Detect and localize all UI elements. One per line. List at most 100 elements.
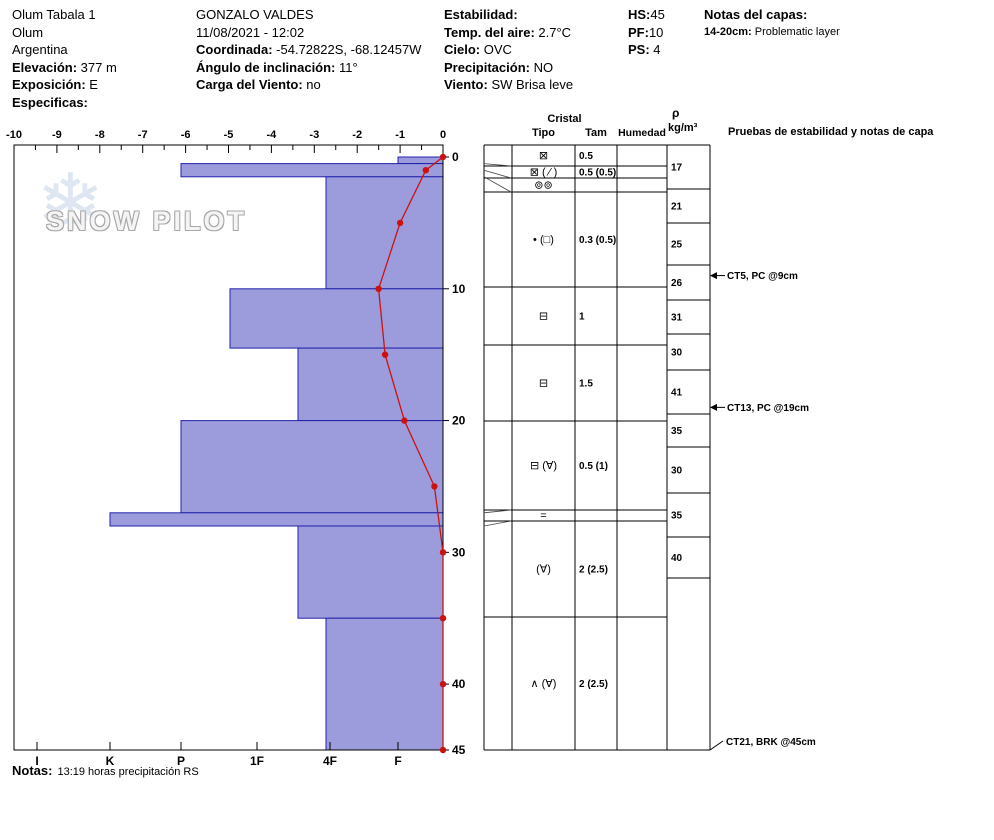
- header-line: Temp. del aire: 2.7°C: [444, 24, 572, 40]
- header-line: Elevación: 377 m: [12, 59, 117, 75]
- hardness-axis-label: 1F: [250, 754, 264, 768]
- crystal-type: ⊟: [539, 311, 548, 323]
- density-value: 25: [671, 240, 683, 251]
- crystal-rows: ⊠ 0.5 ⊠ ( ⁄ ) 0.5 (0.5) ⊚⊚ • (□) 0.3 (0.5) ⊟ 1 ⊟ 1…: [530, 150, 617, 690]
- layer-connectors: [483, 163, 512, 527]
- temp-axis-label: -10: [6, 129, 22, 141]
- hardness-axis-label: 4F: [323, 754, 337, 768]
- crystal-size: 1.5: [579, 379, 593, 390]
- header-column-4: HS:45 PF:10 PS: 4: [628, 6, 665, 59]
- temp-axis-label: -9: [52, 129, 62, 141]
- temp-axis-label: -6: [181, 129, 191, 141]
- header-line: Carga del Viento: no: [196, 77, 321, 92]
- tipo-header: Tipo: [532, 127, 555, 139]
- temperature-point: [375, 285, 382, 292]
- temp-axis-label: -1: [395, 129, 405, 141]
- test-label: CT5, PC @9cm: [727, 271, 798, 282]
- layer-connector-line: [483, 169, 512, 179]
- crystal-size: 2 (2.5): [579, 565, 608, 576]
- header-line: Coordinada: -54.72822S, -68.12457W: [196, 42, 422, 57]
- header-line: Olum: [12, 24, 44, 40]
- temp-axis-label: -2: [352, 129, 362, 141]
- crystal-type: ⊚⊚: [534, 180, 552, 192]
- test-label: CT21, BRK @45cm: [726, 737, 816, 748]
- hardness-axis-label: K: [106, 754, 115, 768]
- header-line: HS:45: [628, 7, 665, 22]
- pit-notes: Notas: 13:19 horas precipitación RS: [12, 763, 199, 778]
- temperature-point: [431, 483, 438, 490]
- snow-layer-bar: [325, 617, 444, 751]
- crystal-size: 0.3 (0.5): [579, 235, 616, 246]
- layer-connector-line: [483, 163, 512, 167]
- test-connector-line: [709, 740, 724, 751]
- hardness-axis-label: F: [394, 754, 401, 768]
- snow-layer-bar: [180, 420, 444, 514]
- crystal-type: ⊠ ( ⁄ ): [530, 167, 558, 179]
- depth-axis-label: 40: [452, 677, 466, 691]
- temperature-point: [439, 615, 447, 622]
- crystal-size: 2 (2.5): [579, 679, 608, 690]
- header-column-3: Estabilidad: Temp. del aire: 2.7°C Cielo: …: [444, 6, 573, 94]
- snow-layer-bar: [297, 347, 444, 422]
- temperature-line: [375, 153, 447, 754]
- snow-layer-bar: [180, 163, 444, 178]
- snowflake-icon: ❄: [36, 159, 105, 250]
- layer-connector-line: [483, 520, 512, 527]
- crystal-type: =: [540, 510, 546, 522]
- density-value: 41: [671, 388, 683, 399]
- test-label: CT13, PC @19cm: [727, 403, 809, 414]
- depth-axis-label: 30: [452, 545, 466, 559]
- hardness-bars: [109, 156, 444, 751]
- temperature-point: [401, 417, 408, 424]
- depth-axis-label: 0: [452, 150, 459, 164]
- density-header-symbol: ρ: [672, 106, 679, 120]
- hardness-axis-label: I: [35, 754, 38, 768]
- snow-layer-bar: [109, 512, 444, 527]
- temp-axis-label: -7: [138, 129, 148, 141]
- tam-header: Tam: [585, 127, 607, 139]
- temp-axis-label: -8: [95, 129, 105, 141]
- depth-axis-label: 10: [452, 282, 466, 296]
- header-line: Especificas:: [12, 94, 88, 110]
- hardness-axis-label: P: [177, 754, 185, 768]
- header-line: PF:10: [628, 24, 664, 40]
- header-line: Precipitación: NO: [444, 59, 554, 75]
- axis-labels: -10 -9 -8 -7 -6 -5 -4 -3 -2 -1 0I K P 1F 4F F0102030404…: [6, 129, 466, 768]
- tests-header: Pruebas de estabilidad y notas de capa: [728, 126, 934, 138]
- watermark-text: SNOW PILOT: [46, 206, 247, 236]
- temp-axis-label: -5: [224, 129, 234, 141]
- crystal-type: ⊟ (∀): [530, 460, 557, 472]
- notes-text: 13:19 horas precipitación RS: [57, 766, 199, 778]
- crystal-type: ⊟: [539, 378, 548, 390]
- layer-connector-line: [483, 509, 512, 514]
- density-value: 35: [671, 426, 683, 437]
- header-line: Notas del capas:: [704, 7, 808, 22]
- header-line: GONZALO VALDES: [196, 7, 314, 22]
- density-value: 35: [671, 511, 683, 522]
- temperature-point: [422, 167, 429, 174]
- stability-tests: CT5, PC @9cm CT13, PC @19cm CT21, BRK @45c…: [709, 271, 816, 751]
- notes-label: Notas:: [12, 763, 53, 778]
- crystal-header: Cristal: [547, 113, 581, 125]
- header-line: Cielo: OVC: [444, 42, 512, 57]
- crystal-type: ⊠: [539, 150, 548, 162]
- temperature-point: [439, 549, 447, 556]
- density-value: 31: [671, 313, 683, 324]
- density-value: 21: [671, 202, 683, 213]
- header-line: Olum Tabala 1: [12, 7, 96, 22]
- crystal-type: • (□): [533, 234, 554, 246]
- crystal-type: ∧ (∀): [531, 678, 557, 690]
- header-column-5: Notas del capas: 14-20cm: Problematic lay…: [704, 6, 840, 41]
- header-column-2: GONZALO VALDES 11/08/2021 - 12:02 Coordina…: [196, 6, 421, 94]
- snowpilot-watermark: ❄ SNOW PILOT: [36, 164, 276, 268]
- header-line: 11/08/2021 - 12:02: [196, 24, 305, 40]
- crystal-size: 1: [579, 312, 585, 323]
- temperature-point: [439, 153, 447, 161]
- temperature-point: [396, 219, 404, 227]
- density-values: 17 21 25 26 31 30 41 35 30 35 40: [671, 163, 683, 565]
- temperature-point: [381, 351, 389, 358]
- crystal-size: 0.5 (1): [579, 461, 608, 472]
- temp-axis-label: -4: [267, 129, 278, 141]
- crystal-size: 0.5 (0.5): [579, 168, 616, 179]
